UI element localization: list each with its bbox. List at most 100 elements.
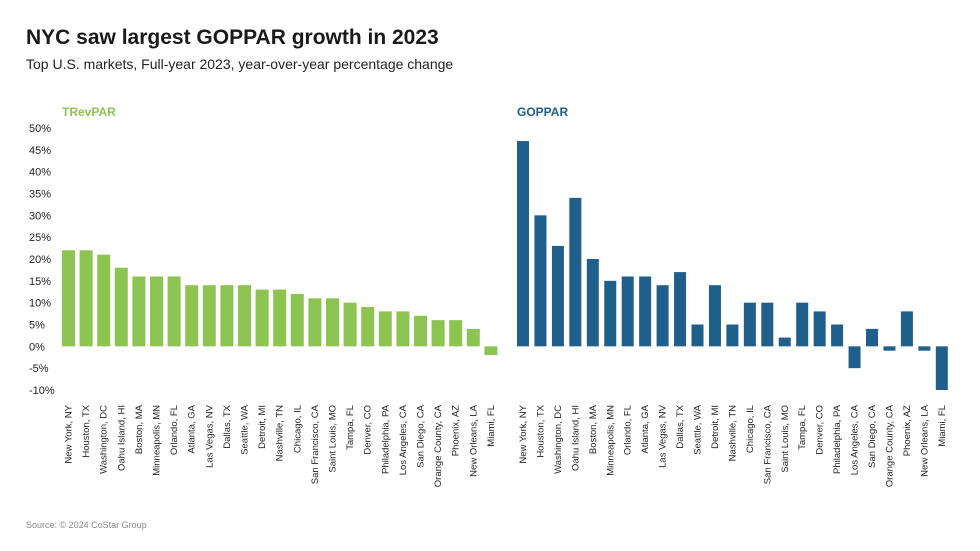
bar-goppar [778, 337, 791, 347]
chart-title: NYC saw largest GOPPAR growth in 2023 [26, 26, 439, 49]
y-tick-label: 45% [29, 145, 51, 157]
bar-trevpar [79, 250, 93, 347]
panel-title-goppar: GOPPAR [517, 105, 568, 119]
category-label: Minneapolis, MN [605, 405, 616, 476]
bar-trevpar [132, 276, 146, 347]
bar-trevpar [273, 289, 287, 347]
bar-goppar [691, 324, 704, 347]
category-label: Philadelphia, PA [380, 404, 391, 474]
bar-trevpar [414, 315, 427, 347]
bar-goppar [813, 311, 826, 347]
bar-goppar [639, 276, 652, 347]
bar-goppar [743, 302, 756, 347]
panel-title-trevpar: TRevPAR [62, 105, 116, 119]
y-tick-label: 20% [29, 254, 51, 266]
bar-goppar [726, 324, 739, 347]
bar-trevpar [361, 307, 375, 347]
category-label: Dallas, TX [222, 404, 233, 448]
category-label: Los Angeles, CA [398, 404, 409, 475]
category-label: Miami, FL [937, 405, 948, 447]
category-label: Las Vegas, NV [658, 404, 669, 468]
bar-goppar [796, 302, 809, 347]
bar-goppar [656, 285, 669, 347]
bar-trevpar [185, 285, 199, 347]
category-label: Miami, FL [486, 405, 497, 447]
category-label: Boston, MA [134, 404, 145, 454]
category-label: Saint Louis, MO [328, 405, 339, 473]
bar-goppar [534, 215, 547, 347]
y-tick-label: -5% [29, 363, 49, 375]
bar-goppar [621, 276, 634, 347]
category-label: Nashville, TN [275, 405, 286, 461]
category-label: San Francisco, CA [310, 404, 321, 484]
category-label: New York, NY [518, 404, 529, 463]
category-label: Houston, TX [81, 404, 92, 457]
y-tick-label: -10% [29, 385, 55, 397]
category-label: Houston, TX [535, 404, 546, 457]
bar-trevpar [466, 328, 480, 347]
category-label: Chicago, IL [292, 405, 303, 453]
bar-goppar [935, 346, 948, 390]
category-label: Tampa, FL [797, 405, 808, 450]
category-label: Nashville, TN [727, 405, 738, 461]
chart-subtitle: Top U.S. markets, Full-year 2023, year-o… [26, 56, 454, 72]
bar-goppar [918, 346, 931, 351]
y-tick-label: 25% [29, 232, 51, 244]
bar-goppar [551, 245, 564, 347]
bar-trevpar [62, 250, 75, 347]
category-label: San Diego, CA [867, 404, 878, 468]
category-label: Detroit, MI [710, 405, 721, 449]
bar-trevpar [150, 276, 163, 347]
bar-goppar [866, 328, 878, 347]
bar-trevpar [308, 298, 322, 347]
bar-trevpar [484, 346, 498, 356]
y-tick-label: 15% [29, 276, 51, 288]
category-label: Orange County, CA [433, 404, 444, 487]
category-label: Atlanta, GA [187, 404, 198, 453]
category-label: Oahu Island, HI [570, 405, 581, 471]
bar-trevpar [220, 285, 234, 347]
category-label: Seattle, WA [693, 404, 704, 454]
category-label: New Orleans, LA [468, 404, 479, 476]
category-label: New Orleans, LA [919, 404, 930, 476]
bar-trevpar [449, 320, 463, 347]
category-label: Philadelphia, PA [832, 404, 843, 474]
category-label: San Diego, CA [416, 404, 427, 468]
y-tick-label: 50% [29, 123, 51, 135]
bar-trevpar [202, 285, 216, 347]
category-label: Denver, CO [363, 405, 374, 455]
category-label: Washington, DC [99, 405, 110, 474]
category-label: Oahu Island, HI [116, 405, 127, 471]
bar-goppar [708, 285, 721, 347]
category-label: Tampa, FL [345, 405, 356, 450]
category-label: Orange County, CA [884, 404, 895, 487]
bar-goppar [586, 259, 599, 347]
bar-goppar [674, 272, 687, 347]
bar-goppar [831, 324, 844, 347]
category-label: Denver, CO [815, 405, 826, 455]
category-label: Phoenix, AZ [451, 405, 462, 456]
bar-trevpar [396, 311, 410, 347]
category-label: Chicago, IL [745, 405, 756, 453]
y-tick-label: 10% [29, 298, 51, 310]
bar-goppar [900, 311, 913, 347]
y-tick-label: 35% [29, 189, 51, 201]
bar-trevpar [255, 289, 269, 347]
bar-trevpar [290, 293, 304, 347]
category-label: San Francisco, CA [762, 404, 773, 484]
bar-goppar [517, 141, 529, 347]
y-tick-label: 40% [29, 167, 51, 179]
y-tick-label: 30% [29, 210, 51, 222]
category-label: Orlando, FL [169, 405, 180, 455]
bar-goppar [569, 197, 582, 347]
category-label: Las Vegas, NV [204, 404, 215, 468]
category-label: Phoenix, AZ [902, 405, 913, 456]
bar-goppar [883, 346, 896, 351]
bar-goppar [761, 302, 774, 347]
category-label: Seattle, WA [240, 404, 251, 454]
category-label: Detroit, MI [257, 405, 268, 449]
bar-trevpar [326, 298, 339, 347]
y-tick-label: 5% [29, 320, 45, 332]
bar-trevpar [238, 285, 251, 347]
